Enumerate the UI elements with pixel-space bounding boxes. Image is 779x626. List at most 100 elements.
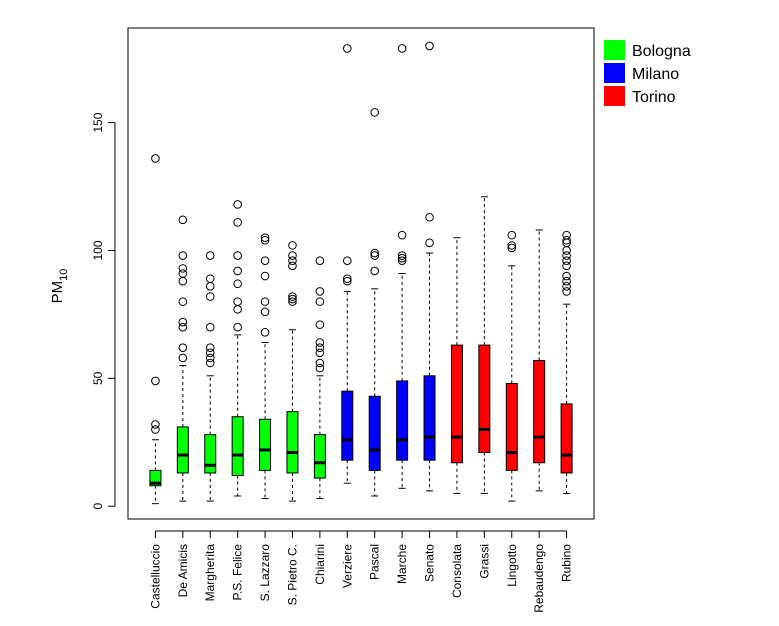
outlier-point	[233, 297, 242, 306]
outlier-point	[205, 274, 215, 283]
box-senato	[423, 41, 436, 492]
outlier-point	[507, 243, 517, 253]
iqr-box	[313, 434, 326, 479]
x-tick-label: Pascal	[368, 544, 382, 580]
outlier-point	[233, 200, 242, 209]
outlier-point	[151, 376, 160, 386]
outlier-point	[315, 358, 325, 368]
outlier-point	[205, 358, 215, 368]
outlier-point	[342, 256, 352, 266]
outlier-point	[233, 218, 242, 227]
x-tick-label: P.S. Felice	[231, 544, 245, 601]
legend-item-torino: Torino	[604, 86, 676, 106]
outlier-point	[260, 271, 270, 281]
y-tick-label: 0	[91, 503, 105, 510]
outlier-point	[342, 276, 352, 286]
x-tick-label: Rebaudengo	[532, 544, 546, 613]
outlier-point	[178, 215, 188, 225]
outlier-point	[178, 269, 188, 278]
outlier-point	[342, 274, 352, 283]
x-tick-label: Chiarini	[313, 544, 327, 585]
iqr-box	[231, 416, 244, 477]
outlier-point	[178, 353, 188, 363]
outlier-point	[205, 322, 215, 332]
outlier-point	[397, 44, 407, 53]
outlier-point	[315, 338, 325, 347]
x-tick-label: Consolata	[450, 544, 464, 598]
y-tick-label: 100	[91, 240, 105, 260]
outlier-point	[370, 248, 380, 258]
outlier-point	[425, 238, 434, 248]
outlier-point	[315, 297, 325, 306]
outlier-point	[205, 281, 215, 291]
iqr-box	[149, 469, 162, 487]
y-axis-title: PM10	[49, 269, 70, 304]
x-tick-label: Lingotto	[505, 544, 519, 587]
iqr-box	[423, 375, 436, 461]
outlier-point	[151, 154, 160, 163]
outlier-point	[397, 253, 407, 263]
outlier-point	[507, 230, 517, 240]
box-p-s-felice	[231, 200, 244, 497]
x-axis-labels: Castelluccio De Amicis Margherita P.S. Feli…	[148, 530, 574, 613]
outlier-point	[260, 307, 270, 317]
outlier-point	[370, 266, 380, 276]
outlier-point	[397, 256, 407, 266]
legend-swatch	[604, 40, 625, 60]
outlier-point	[205, 292, 215, 301]
boxes	[149, 41, 573, 505]
outlier-point	[205, 251, 215, 260]
box-consolata	[450, 237, 463, 494]
iqr-box	[505, 382, 518, 471]
outlier-point	[178, 264, 188, 273]
box-rubino	[560, 230, 573, 494]
outlier-point	[425, 212, 434, 222]
outlier-point	[288, 297, 297, 306]
x-tick-label: Marche	[395, 544, 409, 584]
outlier-point	[178, 317, 188, 327]
box-chiarini	[313, 256, 326, 500]
outlier-point	[562, 235, 571, 245]
x-tick-label: De Amicis	[176, 544, 190, 597]
outlier-point	[233, 251, 242, 260]
outlier-point	[562, 256, 571, 266]
box-lingotto	[505, 230, 518, 502]
iqr-box	[478, 344, 491, 454]
outlier-point	[260, 256, 270, 266]
iqr-box	[396, 380, 409, 461]
y-axis: 0 50 100 150	[91, 112, 116, 510]
outlier-point	[288, 292, 297, 301]
box-grassi	[478, 196, 491, 494]
outlier-point	[178, 276, 188, 286]
box-de-amicis	[176, 215, 189, 502]
outlier-point	[562, 271, 571, 281]
box-marche	[396, 44, 409, 489]
outlier-point	[178, 297, 188, 306]
outlier-point	[260, 328, 270, 337]
box-s-lazzaro	[259, 233, 272, 500]
legend-item-milano: Milano	[604, 63, 679, 83]
x-tick-label: S. Pietro C.	[285, 544, 299, 605]
outlier-point	[151, 420, 160, 429]
outlier-point	[205, 353, 215, 363]
x-tick-label: Castelluccio	[148, 544, 162, 609]
outlier-point	[562, 251, 571, 260]
outlier-point	[178, 322, 188, 332]
outlier-point	[178, 343, 188, 352]
box-verziere	[341, 44, 354, 484]
iqr-box	[259, 418, 272, 471]
x-tick-label: Margherita	[203, 544, 217, 602]
y-tick-label: 50	[91, 371, 105, 385]
iqr-box	[560, 403, 573, 474]
outlier-point	[288, 261, 297, 271]
outlier-point	[288, 251, 297, 260]
outlier-point	[562, 246, 571, 255]
legend-label: Torino	[632, 89, 676, 106]
x-tick-label: S. Lazzaro	[258, 544, 272, 602]
outlier-point	[288, 256, 297, 266]
iqr-box	[341, 390, 354, 461]
legend-swatch	[604, 63, 625, 83]
iqr-box	[533, 359, 546, 464]
y-tick-label: 150	[91, 112, 105, 132]
plot-frame	[127, 27, 595, 520]
